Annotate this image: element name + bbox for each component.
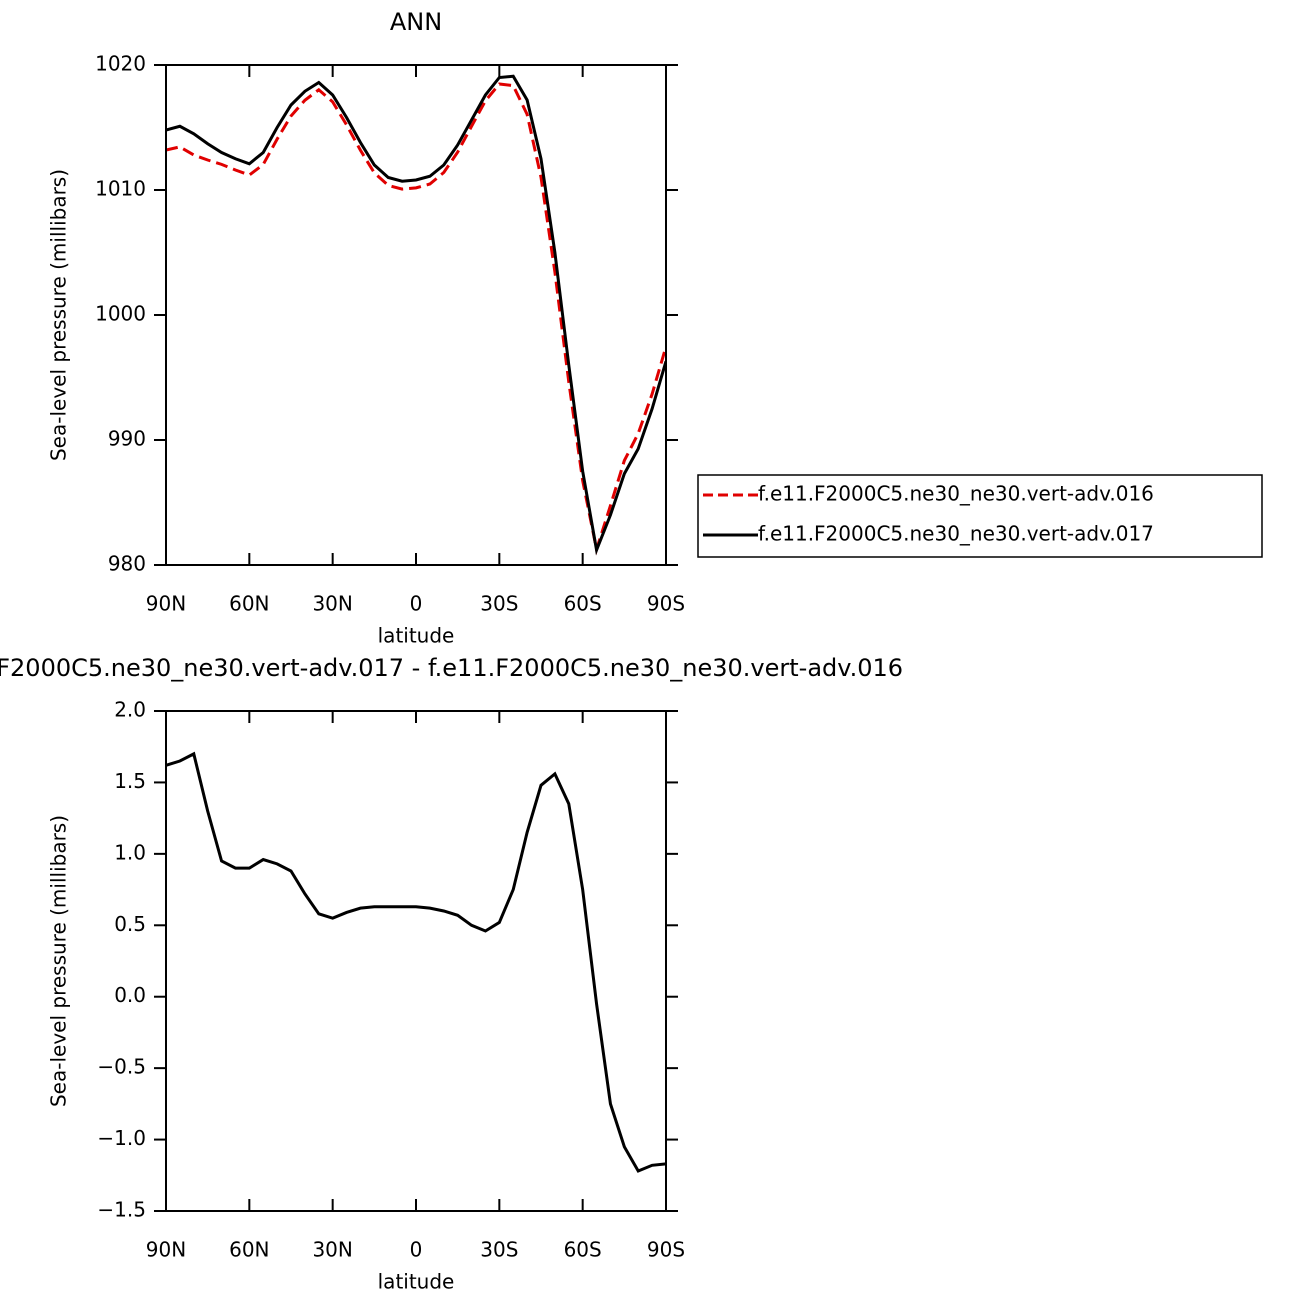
- y-tick-label: −1.0: [97, 1126, 146, 1150]
- y-tick-label: 1.0: [114, 840, 146, 864]
- y-tick-label: 0.0: [114, 983, 146, 1007]
- x-tick-label: 60S: [564, 592, 602, 616]
- y-tick-label: 1010: [95, 177, 146, 201]
- x-tick-label: 0: [410, 1238, 423, 1262]
- legend-box: [697, 474, 1263, 558]
- x-tick-label: 30S: [480, 592, 518, 616]
- x-axis-label: latitude: [378, 624, 455, 648]
- x-tick-label: 90N: [146, 592, 186, 616]
- data-line: [166, 751, 666, 1173]
- y-tick-label: 980: [108, 552, 146, 576]
- y-tick-label: −1.5: [97, 1198, 146, 1222]
- y-tick-label: 2.0: [114, 698, 146, 722]
- x-tick-label: 0: [410, 592, 423, 616]
- y-tick-label: 1.5: [114, 769, 146, 793]
- data-line: [166, 82, 666, 556]
- y-tick-label: 1000: [95, 302, 146, 326]
- chart-title: ANN: [390, 8, 442, 36]
- plot-frame: [165, 710, 667, 1212]
- y-tick-label: 1020: [95, 52, 146, 76]
- y-tick-label: 990: [108, 427, 146, 451]
- plot-frame: [165, 64, 667, 566]
- x-tick-label: 30N: [312, 592, 352, 616]
- x-tick-label: 90S: [647, 1238, 685, 1262]
- legend-label: f.e11.F2000C5.ne30_ne30.vert-adv.017: [758, 522, 1154, 546]
- data-line: [166, 74, 666, 556]
- x-tick-label: 60N: [229, 1238, 269, 1262]
- y-axis-label: Sea-level pressure (millibars): [47, 169, 71, 461]
- x-tick-label: 90N: [146, 1238, 186, 1262]
- y-tick-label: −0.5: [97, 1055, 146, 1079]
- legend-label: f.e11.F2000C5.ne30_ne30.vert-adv.016: [758, 482, 1154, 506]
- x-tick-label: 60S: [564, 1238, 602, 1262]
- chart-title: f.e11.F2000C5.ne30_ne30.vert-adv.017 - f…: [0, 654, 903, 682]
- x-tick-label: 30S: [480, 1238, 518, 1262]
- x-tick-label: 60N: [229, 592, 269, 616]
- y-tick-label: 0.5: [114, 912, 146, 936]
- x-tick-label: 90S: [647, 592, 685, 616]
- x-tick-label: 30N: [312, 1238, 352, 1262]
- x-axis-label: latitude: [378, 1270, 455, 1294]
- y-axis-label: Sea-level pressure (millibars): [47, 815, 71, 1107]
